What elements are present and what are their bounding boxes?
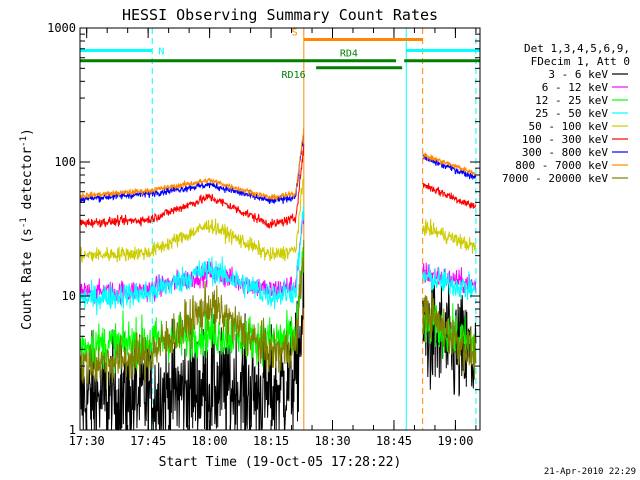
legend: Det 1,3,4,5,6,9,FDecim 1, Att 03 - 6 keV…: [502, 42, 630, 185]
legend-label: 7000 - 20000 keV: [502, 172, 608, 185]
x-tick-label: 18:45: [376, 434, 412, 448]
x-tick-label: 18:00: [192, 434, 228, 448]
series-line: [79, 177, 305, 263]
series-line: [422, 153, 477, 181]
series-line: [422, 263, 477, 301]
y-tick-label: 1: [69, 423, 76, 437]
y-axis-label: Count Rate (s-1 detector-1): [19, 128, 35, 330]
flag-label: RD4: [340, 49, 358, 60]
legend-label: 3 - 6 keV: [548, 68, 608, 81]
y-axis-label-sup: -1: [19, 136, 29, 147]
timestamp: 21-Apr-2010 22:29: [544, 467, 636, 477]
x-tick-label: 18:30: [314, 434, 350, 448]
series-line: [422, 292, 477, 380]
legend-label: 300 - 800 keV: [522, 146, 608, 159]
series-line: [79, 239, 305, 390]
series-line: [422, 182, 477, 209]
series-line: [79, 205, 305, 316]
legend-header: Det 1,3,4,5,6,9,: [524, 42, 630, 55]
plot-frame: [79, 27, 481, 431]
x-tick-label: 18:15: [253, 434, 289, 448]
legend-label: 12 - 25 keV: [535, 94, 608, 107]
flag-label: S: [292, 28, 298, 39]
y-axis-label-sup: -1: [19, 217, 29, 228]
flag-label: RD16: [282, 70, 306, 81]
y-tick-label: 1000: [47, 21, 76, 35]
legend-label: 25 - 50 keV: [535, 107, 608, 120]
series-line: [79, 143, 305, 229]
legend-header: FDecim 1, Att 0: [531, 55, 630, 68]
legend-label: 6 - 12 keV: [542, 81, 609, 94]
series-line: [79, 127, 305, 201]
x-axis-label: Start Time (19-Oct-05 17:28:22): [159, 455, 402, 470]
legend-label: 100 - 300 keV: [522, 133, 608, 146]
y-axis-label-part: detector: [20, 147, 35, 218]
x-tick-label: 17:30: [69, 434, 105, 448]
y-axis-label-part: Count Rate (s: [20, 228, 35, 330]
x-tick-label: 19:00: [437, 434, 473, 448]
series-line: [422, 218, 477, 254]
y-tick-label: 100: [54, 155, 76, 169]
series-line: [422, 151, 476, 176]
series-line: [422, 262, 477, 294]
x-tick-label: 17:45: [130, 434, 166, 448]
y-axis: 1 10 100 1000: [47, 21, 480, 437]
chart-title: HESSI Observing Summary Count Rates: [122, 6, 438, 24]
legend-label: 50 - 100 keV: [529, 120, 609, 133]
legend-label: 800 - 7000 keV: [515, 159, 608, 172]
x-axis: 17:30 17:45 18:00 18:15 18:30 18:45 19:00: [69, 28, 477, 448]
plot-area: N S RD4 RD16: [79, 28, 480, 431]
y-tick-label: 10: [62, 289, 76, 303]
y-axis-label-part: ): [20, 128, 35, 136]
flag-label: N: [158, 46, 164, 57]
